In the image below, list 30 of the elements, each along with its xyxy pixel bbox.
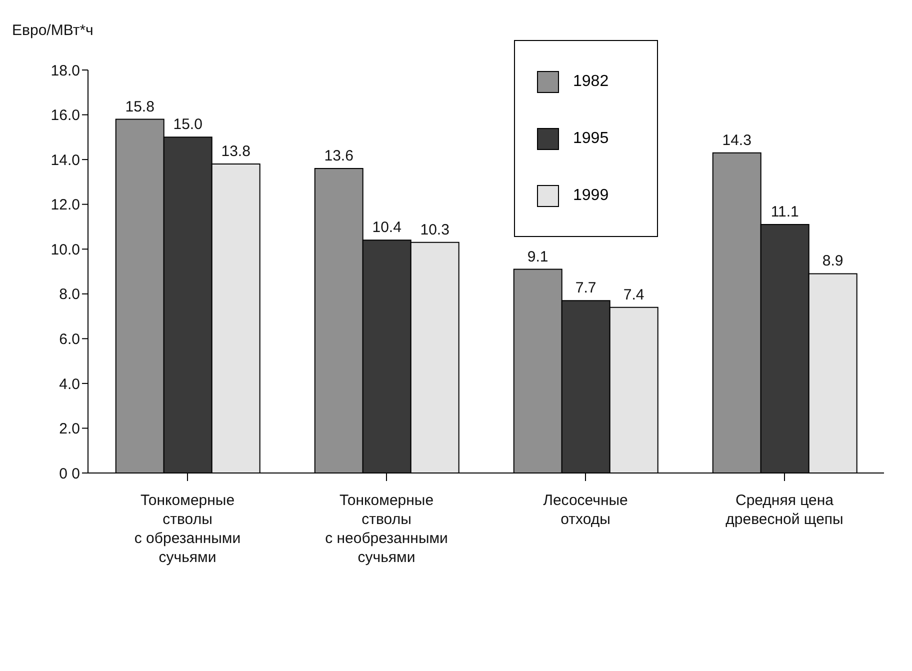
data-label: 9.1 [527,248,548,266]
data-label: 7.7 [575,280,596,297]
y-tick-label: 6.0 [59,330,80,348]
y-tick-label: 0 0 [59,465,80,482]
y-tick-label: 2.0 [59,420,80,438]
data-label: 15.0 [173,116,202,134]
y-tick-label: 8.0 [59,286,80,304]
x-tick-label: Тонкомерные стволы с необрезанными сучьями [325,492,448,566]
data-label: 13.6 [324,148,354,165]
data-label: 10.3 [420,221,450,238]
x-tick-label: Средняя цена древесной щепы [726,492,844,528]
legend-label: 1999 [573,186,609,204]
data-label: 13.8 [221,143,250,160]
y-tick-label: 12.0 [50,196,80,214]
data-label: 8.9 [822,252,844,270]
data-label: 11.1 [770,203,799,220]
y-tick-label: 14.0 [50,152,80,169]
legend-label: 1982 [573,72,609,90]
y-tick-label: 10.0 [50,241,80,258]
data-label: 7.4 [623,286,644,304]
x-tick-label: Лесосечные отходы [543,492,628,528]
legend-label: 1995 [573,130,609,148]
y-tick-label: 4.0 [59,376,80,393]
data-label: 14.3 [722,132,752,149]
data-label: 15.8 [125,98,154,116]
x-tick-label: Тонкомерные стволы с обрезанными сучьями [134,492,241,566]
y-tick-label: 16.0 [50,107,80,124]
data-label: 10.4 [372,219,402,236]
y-tick-label: 18.0 [50,62,80,80]
y-axis-title: Евро/МВт*ч [12,22,94,39]
